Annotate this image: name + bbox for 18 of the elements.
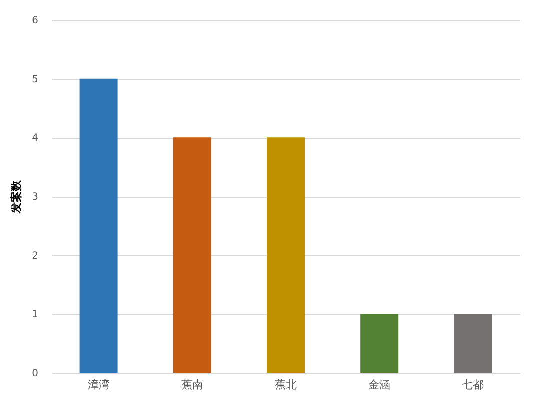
y-axis-title: 发案数 bbox=[10, 180, 24, 214]
bar bbox=[173, 138, 212, 373]
bar bbox=[267, 138, 305, 373]
x-tick-label: 漳湾 bbox=[88, 378, 110, 392]
y-tick-label: 3 bbox=[32, 192, 38, 203]
y-tick-label: 2 bbox=[32, 250, 38, 262]
bar bbox=[80, 78, 118, 373]
y-tick-label: 4 bbox=[32, 133, 38, 144]
y-tick-label: 0 bbox=[32, 368, 38, 380]
y-tick-label: 5 bbox=[32, 74, 38, 86]
y-tick-label: 1 bbox=[32, 310, 38, 321]
x-tick-label: 蕉南 bbox=[181, 378, 204, 392]
x-tick-label: 七都 bbox=[462, 378, 484, 392]
x-tick-label: 金涵 bbox=[368, 378, 391, 392]
y-tick-label: 6 bbox=[32, 16, 38, 26]
bar bbox=[454, 314, 492, 373]
x-tick-label: 蕉北 bbox=[275, 378, 297, 392]
bar bbox=[360, 314, 399, 373]
